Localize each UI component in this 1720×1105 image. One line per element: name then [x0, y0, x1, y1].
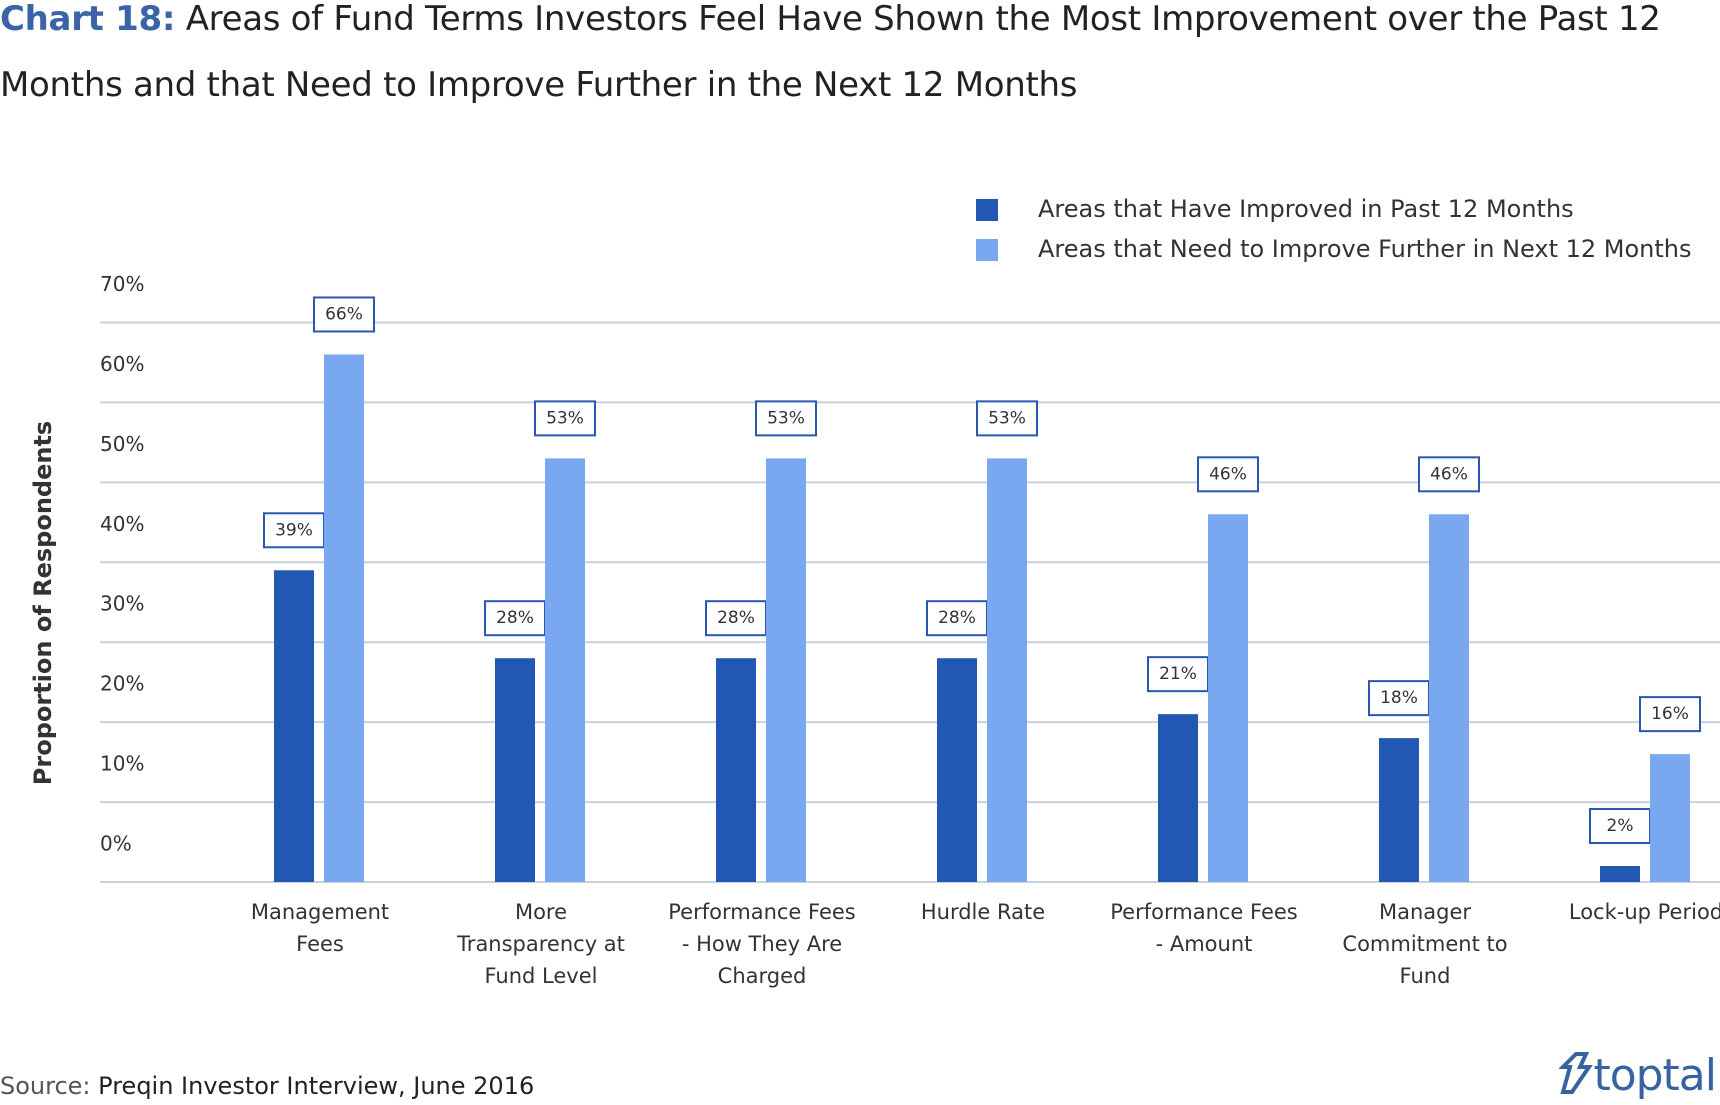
bar [1379, 738, 1419, 882]
y-tick-label: 50% [100, 432, 144, 456]
source-label: Source: [0, 1072, 91, 1100]
title-label: Chart 18: [0, 0, 176, 39]
value-label-box [1147, 656, 1209, 693]
bar [1650, 754, 1690, 882]
value-label: 53% [546, 408, 584, 428]
value-label: 39% [275, 520, 313, 540]
value-label: 28% [496, 608, 534, 628]
bar [324, 354, 364, 882]
bar [1429, 514, 1469, 882]
y-tick-label: 20% [100, 672, 144, 696]
x-tick-label: More Transparency at Fund Level [457, 900, 625, 988]
value-label-box [1589, 808, 1651, 845]
y-tick-label: 40% [100, 512, 144, 536]
value-label-box [1639, 696, 1701, 733]
value-label-box [1197, 456, 1259, 493]
y-axis-label: Proportion of Respondents [29, 421, 57, 785]
legend-swatch [976, 239, 998, 261]
x-tick-label: Performance Fees - Amount [1110, 900, 1298, 956]
legend-label: Areas that Have Improved in Past 12 Mont… [1038, 195, 1574, 223]
x-tick-label: Lock-up Period [1568, 900, 1720, 924]
value-label-box [926, 600, 988, 637]
y-tick-label: 70% [100, 272, 144, 296]
value-label-box [976, 400, 1038, 437]
bar [937, 658, 977, 882]
bar [716, 658, 756, 882]
value-label: 46% [1209, 464, 1247, 484]
logo-text: toptal [1593, 1050, 1717, 1101]
y-tick-label: 60% [100, 352, 144, 376]
x-tick-label: Management Fees [250, 900, 390, 956]
value-label-box [263, 512, 325, 549]
bar [1600, 866, 1640, 882]
bar [987, 458, 1027, 882]
bar [766, 458, 806, 882]
bar [1158, 714, 1198, 882]
title: Chart 18: Areas of Fund Terms Investors … [0, 0, 1720, 118]
value-label: 16% [1651, 704, 1689, 724]
bar [495, 658, 535, 882]
x-tick-label: Performance Fees - How They Are Charged [668, 900, 856, 988]
value-label-box [534, 400, 596, 437]
value-label-box [313, 296, 375, 333]
value-label: 53% [767, 408, 805, 428]
y-tick-label: 30% [100, 592, 144, 616]
value-label-box [755, 400, 817, 437]
logo-icon [1558, 1052, 1594, 1094]
source: Source: Preqin Investor Interview, June … [0, 1072, 534, 1100]
y-tick-label: 0% [100, 832, 132, 856]
value-label-box [1368, 680, 1430, 717]
x-tick-label: Manager Commitment to Fund [1342, 900, 1508, 988]
title-text: Areas of Fund Terms Investors Feel Have … [0, 0, 1661, 105]
value-label-box [1418, 456, 1480, 493]
value-label: 28% [938, 608, 976, 628]
value-label: 28% [717, 608, 755, 628]
value-label: 2% [1607, 816, 1634, 836]
source-text: Preqin Investor Interview, June 2016 [98, 1072, 535, 1100]
bar [545, 458, 585, 882]
bar [274, 570, 314, 882]
value-label: 18% [1380, 688, 1418, 708]
value-label: 46% [1430, 464, 1468, 484]
bar [1208, 514, 1248, 882]
value-label: 66% [325, 304, 363, 324]
value-label-box [705, 600, 767, 637]
legend-label: Areas that Need to Improve Further in Ne… [1038, 235, 1692, 263]
logo: toptal [1558, 1050, 1717, 1101]
x-tick-label: Hurdle Rate [920, 900, 1046, 924]
value-label: 53% [988, 408, 1026, 428]
y-tick-label: 10% [100, 752, 144, 776]
legend-swatch [976, 199, 998, 221]
value-label: 21% [1159, 664, 1197, 684]
